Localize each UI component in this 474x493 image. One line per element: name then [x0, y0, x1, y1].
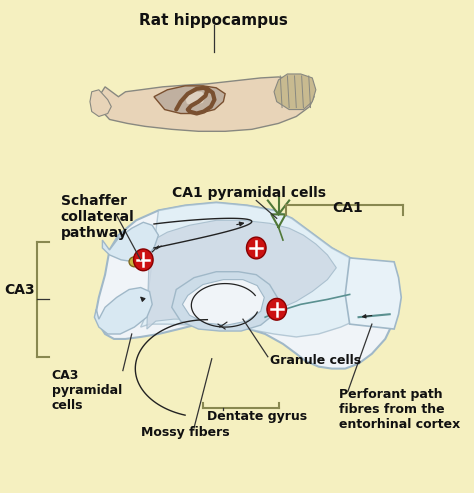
- Polygon shape: [274, 74, 316, 109]
- Text: CA1 pyramidal cells: CA1 pyramidal cells: [172, 186, 326, 200]
- Polygon shape: [147, 220, 337, 329]
- Polygon shape: [94, 287, 152, 334]
- Text: Granule cells: Granule cells: [270, 354, 361, 367]
- Text: Mossy fibers: Mossy fibers: [141, 426, 229, 439]
- Polygon shape: [96, 203, 394, 369]
- Polygon shape: [154, 86, 225, 113]
- Circle shape: [267, 298, 286, 320]
- Ellipse shape: [129, 257, 140, 267]
- Polygon shape: [182, 280, 264, 325]
- Polygon shape: [90, 90, 111, 116]
- Circle shape: [246, 237, 266, 259]
- Text: CA3: CA3: [5, 282, 35, 296]
- Text: Rat hippocampus: Rat hippocampus: [139, 13, 288, 28]
- Polygon shape: [99, 77, 314, 131]
- Polygon shape: [345, 258, 401, 329]
- Polygon shape: [102, 222, 158, 262]
- Circle shape: [134, 249, 153, 271]
- Text: CA1: CA1: [332, 201, 363, 214]
- Text: Schaffer
collateral
pathway: Schaffer collateral pathway: [61, 194, 134, 240]
- Text: Perforant path
fibres from the
entorhinal cortex: Perforant path fibres from the entorhina…: [339, 388, 460, 431]
- Polygon shape: [141, 203, 381, 337]
- Text: Dentate gyrus: Dentate gyrus: [207, 410, 308, 423]
- Polygon shape: [172, 272, 279, 331]
- Text: CA3
pyramidal
cells: CA3 pyramidal cells: [52, 369, 122, 412]
- Polygon shape: [185, 92, 206, 106]
